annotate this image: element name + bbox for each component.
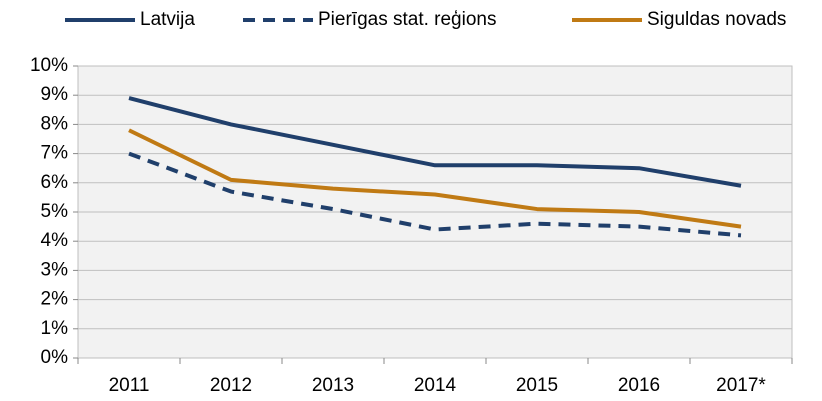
x-tick-label: 2012 bbox=[210, 375, 252, 396]
y-tick-label: 8% bbox=[41, 113, 69, 134]
y-tick-label: 6% bbox=[41, 172, 69, 193]
y-tick-label: 5% bbox=[41, 201, 69, 222]
legend-label: Latvija bbox=[140, 9, 195, 30]
y-tick-label: 2% bbox=[41, 289, 69, 310]
y-tick-label: 9% bbox=[41, 84, 69, 105]
series-line bbox=[128, 96, 742, 188]
x-tick-label: 2017* bbox=[716, 375, 766, 396]
y-tick-label: 10% bbox=[30, 55, 68, 76]
y-tick-label: 0% bbox=[41, 347, 69, 368]
x-tick-label: 2014 bbox=[414, 375, 457, 396]
legend-label: Pierīgas stat. reģions bbox=[318, 9, 496, 30]
x-tick-label: 2016 bbox=[618, 375, 660, 396]
y-tick-label: 4% bbox=[41, 230, 69, 251]
y-tick-label: 1% bbox=[41, 318, 69, 339]
legend-label: Siguldas novads bbox=[647, 9, 786, 30]
x-tick-label: 2013 bbox=[312, 375, 354, 396]
x-tick-label: 2015 bbox=[516, 375, 558, 396]
y-tick-label: 3% bbox=[41, 259, 69, 280]
series-line bbox=[128, 128, 742, 229]
series-line bbox=[128, 151, 742, 238]
x-tick-label: 2011 bbox=[109, 375, 150, 396]
y-tick-label: 7% bbox=[41, 143, 69, 164]
